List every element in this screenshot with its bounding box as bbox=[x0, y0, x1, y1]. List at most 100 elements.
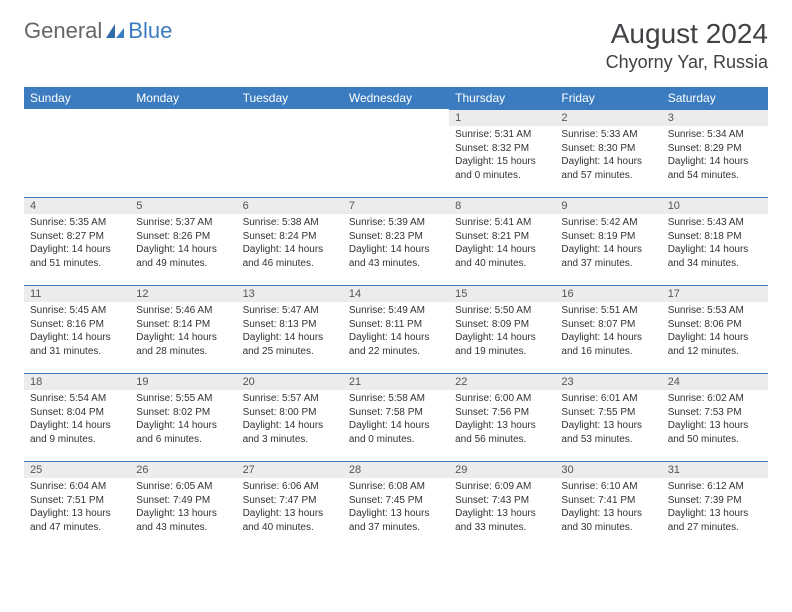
sunrise-text: Sunrise: 6:01 AM bbox=[561, 392, 655, 406]
day-number: 12 bbox=[130, 285, 236, 302]
sunrise-text: Sunrise: 5:46 AM bbox=[136, 304, 230, 318]
sunset-text: Sunset: 7:45 PM bbox=[349, 494, 443, 508]
calendar-cell bbox=[24, 109, 130, 197]
day-header: Saturday bbox=[662, 87, 768, 109]
day-details: Sunrise: 6:05 AMSunset: 7:49 PMDaylight:… bbox=[130, 478, 236, 536]
daylight-text: Daylight: 13 hours and 43 minutes. bbox=[136, 507, 230, 534]
day-number: 24 bbox=[662, 373, 768, 390]
calendar-row: 18Sunrise: 5:54 AMSunset: 8:04 PMDayligh… bbox=[24, 373, 768, 461]
sunset-text: Sunset: 8:24 PM bbox=[243, 230, 337, 244]
sunrise-text: Sunrise: 6:10 AM bbox=[561, 480, 655, 494]
daylight-text: Daylight: 14 hours and 16 minutes. bbox=[561, 331, 655, 358]
sunrise-text: Sunrise: 5:51 AM bbox=[561, 304, 655, 318]
daylight-text: Daylight: 14 hours and 31 minutes. bbox=[30, 331, 124, 358]
daylight-text: Daylight: 13 hours and 47 minutes. bbox=[30, 507, 124, 534]
day-header: Thursday bbox=[449, 87, 555, 109]
sunset-text: Sunset: 8:02 PM bbox=[136, 406, 230, 420]
logo-text-part2: Blue bbox=[128, 18, 172, 44]
day-number: 14 bbox=[343, 285, 449, 302]
day-header: Wednesday bbox=[343, 87, 449, 109]
sunrise-text: Sunrise: 5:47 AM bbox=[243, 304, 337, 318]
sunset-text: Sunset: 8:09 PM bbox=[455, 318, 549, 332]
day-number: 23 bbox=[555, 373, 661, 390]
sunset-text: Sunset: 7:56 PM bbox=[455, 406, 549, 420]
sunset-text: Sunset: 8:32 PM bbox=[455, 142, 549, 156]
sunrise-text: Sunrise: 5:55 AM bbox=[136, 392, 230, 406]
sunrise-text: Sunrise: 5:45 AM bbox=[30, 304, 124, 318]
day-header: Sunday bbox=[24, 87, 130, 109]
daylight-text: Daylight: 13 hours and 56 minutes. bbox=[455, 419, 549, 446]
calendar-cell: 30Sunrise: 6:10 AMSunset: 7:41 PMDayligh… bbox=[555, 461, 661, 549]
day-details: Sunrise: 5:55 AMSunset: 8:02 PMDaylight:… bbox=[130, 390, 236, 448]
sunrise-text: Sunrise: 6:09 AM bbox=[455, 480, 549, 494]
day-details: Sunrise: 5:51 AMSunset: 8:07 PMDaylight:… bbox=[555, 302, 661, 360]
daylight-text: Daylight: 13 hours and 37 minutes. bbox=[349, 507, 443, 534]
sunset-text: Sunset: 8:13 PM bbox=[243, 318, 337, 332]
sunrise-text: Sunrise: 6:00 AM bbox=[455, 392, 549, 406]
calendar-cell: 22Sunrise: 6:00 AMSunset: 7:56 PMDayligh… bbox=[449, 373, 555, 461]
sunrise-text: Sunrise: 5:43 AM bbox=[668, 216, 762, 230]
calendar-cell: 14Sunrise: 5:49 AMSunset: 8:11 PMDayligh… bbox=[343, 285, 449, 373]
daylight-text: Daylight: 14 hours and 22 minutes. bbox=[349, 331, 443, 358]
daylight-text: Daylight: 14 hours and 9 minutes. bbox=[30, 419, 124, 446]
sunrise-text: Sunrise: 6:06 AM bbox=[243, 480, 337, 494]
daylight-text: Daylight: 14 hours and 57 minutes. bbox=[561, 155, 655, 182]
day-details: Sunrise: 5:57 AMSunset: 8:00 PMDaylight:… bbox=[237, 390, 343, 448]
calendar-cell: 26Sunrise: 6:05 AMSunset: 7:49 PMDayligh… bbox=[130, 461, 236, 549]
day-number: 21 bbox=[343, 373, 449, 390]
sunset-text: Sunset: 8:04 PM bbox=[30, 406, 124, 420]
daylight-text: Daylight: 14 hours and 51 minutes. bbox=[30, 243, 124, 270]
sunset-text: Sunset: 7:41 PM bbox=[561, 494, 655, 508]
sunset-text: Sunset: 7:55 PM bbox=[561, 406, 655, 420]
calendar-cell: 20Sunrise: 5:57 AMSunset: 8:00 PMDayligh… bbox=[237, 373, 343, 461]
calendar-cell: 31Sunrise: 6:12 AMSunset: 7:39 PMDayligh… bbox=[662, 461, 768, 549]
sunset-text: Sunset: 7:49 PM bbox=[136, 494, 230, 508]
sunrise-text: Sunrise: 5:35 AM bbox=[30, 216, 124, 230]
daylight-text: Daylight: 14 hours and 6 minutes. bbox=[136, 419, 230, 446]
month-title: August 2024 bbox=[606, 18, 768, 50]
sunset-text: Sunset: 8:26 PM bbox=[136, 230, 230, 244]
sunrise-text: Sunrise: 5:34 AM bbox=[668, 128, 762, 142]
day-number: 30 bbox=[555, 461, 661, 478]
day-number: 28 bbox=[343, 461, 449, 478]
day-details: Sunrise: 5:54 AMSunset: 8:04 PMDaylight:… bbox=[24, 390, 130, 448]
daylight-text: Daylight: 14 hours and 3 minutes. bbox=[243, 419, 337, 446]
day-details: Sunrise: 5:41 AMSunset: 8:21 PMDaylight:… bbox=[449, 214, 555, 272]
calendar-cell: 6Sunrise: 5:38 AMSunset: 8:24 PMDaylight… bbox=[237, 197, 343, 285]
day-number: 17 bbox=[662, 285, 768, 302]
header: General Blue August 2024 Chyorny Yar, Ru… bbox=[24, 18, 768, 73]
day-number: 6 bbox=[237, 197, 343, 214]
day-number: 13 bbox=[237, 285, 343, 302]
day-details: Sunrise: 6:12 AMSunset: 7:39 PMDaylight:… bbox=[662, 478, 768, 536]
calendar-cell: 25Sunrise: 6:04 AMSunset: 7:51 PMDayligh… bbox=[24, 461, 130, 549]
calendar-cell: 5Sunrise: 5:37 AMSunset: 8:26 PMDaylight… bbox=[130, 197, 236, 285]
calendar-row: 25Sunrise: 6:04 AMSunset: 7:51 PMDayligh… bbox=[24, 461, 768, 549]
day-details: Sunrise: 5:35 AMSunset: 8:27 PMDaylight:… bbox=[24, 214, 130, 272]
calendar-row: 11Sunrise: 5:45 AMSunset: 8:16 PMDayligh… bbox=[24, 285, 768, 373]
day-details: Sunrise: 6:09 AMSunset: 7:43 PMDaylight:… bbox=[449, 478, 555, 536]
calendar-cell: 29Sunrise: 6:09 AMSunset: 7:43 PMDayligh… bbox=[449, 461, 555, 549]
day-number: 19 bbox=[130, 373, 236, 390]
calendar-table: SundayMondayTuesdayWednesdayThursdayFrid… bbox=[24, 87, 768, 549]
calendar-cell: 24Sunrise: 6:02 AMSunset: 7:53 PMDayligh… bbox=[662, 373, 768, 461]
daylight-text: Daylight: 14 hours and 37 minutes. bbox=[561, 243, 655, 270]
sunset-text: Sunset: 8:27 PM bbox=[30, 230, 124, 244]
daylight-text: Daylight: 15 hours and 0 minutes. bbox=[455, 155, 549, 182]
day-details: Sunrise: 5:45 AMSunset: 8:16 PMDaylight:… bbox=[24, 302, 130, 360]
day-details: Sunrise: 6:04 AMSunset: 7:51 PMDaylight:… bbox=[24, 478, 130, 536]
sunrise-text: Sunrise: 6:04 AM bbox=[30, 480, 124, 494]
sunset-text: Sunset: 8:16 PM bbox=[30, 318, 124, 332]
daylight-text: Daylight: 14 hours and 0 minutes. bbox=[349, 419, 443, 446]
calendar-head: SundayMondayTuesdayWednesdayThursdayFrid… bbox=[24, 87, 768, 109]
sail-icon bbox=[104, 22, 126, 40]
day-number: 8 bbox=[449, 197, 555, 214]
calendar-cell: 2Sunrise: 5:33 AMSunset: 8:30 PMDaylight… bbox=[555, 109, 661, 197]
daylight-text: Daylight: 14 hours and 46 minutes. bbox=[243, 243, 337, 270]
day-details: Sunrise: 5:58 AMSunset: 7:58 PMDaylight:… bbox=[343, 390, 449, 448]
day-details: Sunrise: 6:10 AMSunset: 7:41 PMDaylight:… bbox=[555, 478, 661, 536]
day-number: 18 bbox=[24, 373, 130, 390]
day-details: Sunrise: 5:39 AMSunset: 8:23 PMDaylight:… bbox=[343, 214, 449, 272]
day-details: Sunrise: 5:46 AMSunset: 8:14 PMDaylight:… bbox=[130, 302, 236, 360]
daylight-text: Daylight: 14 hours and 19 minutes. bbox=[455, 331, 549, 358]
daylight-text: Daylight: 13 hours and 33 minutes. bbox=[455, 507, 549, 534]
